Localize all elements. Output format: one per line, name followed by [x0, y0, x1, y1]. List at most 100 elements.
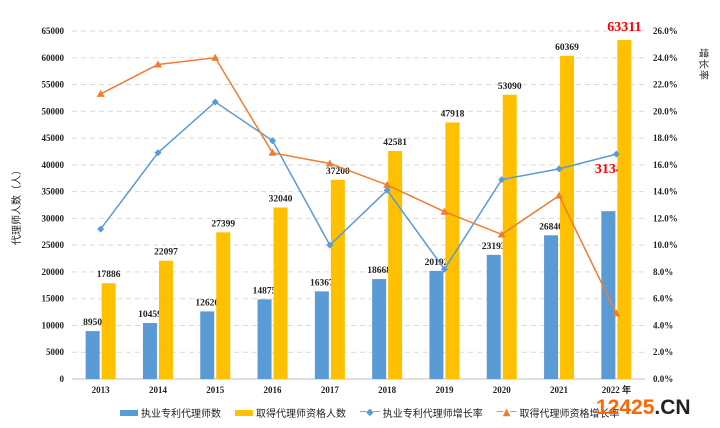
bar-qualified — [445, 122, 460, 379]
point-diamond-marker — [383, 186, 391, 194]
y2-tick-label: 18.0% — [653, 133, 678, 143]
legend-swatch — [235, 409, 253, 416]
y2-tick-label: 24.0% — [653, 53, 678, 63]
y-tick-label: 45000 — [42, 133, 65, 143]
x-tick-label: 2013 — [92, 385, 111, 395]
point-triangle-marker — [383, 180, 392, 188]
line-diamond — [100, 100, 617, 271]
data-label: 22097 — [154, 248, 178, 258]
point-diamond-marker — [326, 241, 334, 249]
y-tick-label: 55000 — [42, 80, 65, 90]
x-tick-label: 2015 — [206, 385, 225, 395]
y2-tick-label: 26.0% — [653, 26, 678, 36]
data-label: 53090 — [498, 82, 522, 92]
point-triangle-marker — [96, 89, 105, 97]
data-label: 20192 — [425, 258, 449, 268]
point-diamond-marker — [612, 150, 620, 158]
bar-practicing — [486, 254, 501, 379]
y2-tick-label: 16.0% — [653, 160, 678, 170]
watermark-suffix: .CN — [654, 396, 691, 419]
bar-practicing — [85, 331, 100, 379]
data-label: 10459 — [138, 310, 162, 320]
point-diamond-marker — [555, 165, 563, 173]
data-label: 23193 — [482, 242, 506, 252]
bar-practicing — [429, 270, 444, 379]
y-tick-label: 10000 — [42, 320, 65, 330]
y2-tick-label: 6.0% — [653, 294, 673, 304]
data-label: 8950 — [83, 318, 102, 328]
y-tick-label: 35000 — [42, 187, 65, 197]
legend-item-practicing-growth: ─◆─ 执业专利代理师增长率 — [360, 405, 483, 420]
x-tick-label: 2018 — [378, 385, 397, 395]
point-triangle-marker — [440, 207, 449, 215]
legend-item-qualified-growth: ─▲─ 取得代理师资格增长率 — [497, 405, 620, 420]
point-diamond-marker — [498, 176, 506, 184]
bar-practicing — [257, 299, 272, 379]
bar-qualified — [388, 151, 403, 379]
point-diamond-marker — [211, 98, 219, 106]
bar-qualified — [216, 232, 231, 379]
y-tick-label: 40000 — [42, 160, 65, 170]
data-label: 60369 — [555, 43, 579, 53]
bar-practicing — [372, 279, 387, 379]
y2-axis-label-char: 长 — [697, 59, 709, 69]
point-triangle-marker — [497, 230, 506, 238]
watermark-logo: 12425.CN — [596, 396, 691, 420]
point-diamond-marker — [154, 149, 162, 157]
x-tick-label: 2019 — [435, 385, 454, 395]
y2-tick-label: 0.0% — [653, 374, 673, 384]
y-tick-label: 50000 — [42, 106, 65, 116]
x-tick-label: 2016 — [264, 385, 283, 395]
y2-tick-label: 20.0% — [653, 106, 678, 116]
line-triangle — [100, 56, 618, 314]
bar-practicing — [544, 235, 559, 379]
bar-practicing — [142, 323, 157, 379]
data-label: 32040 — [269, 194, 293, 204]
data-label: 47918 — [441, 109, 465, 119]
y-tick-label: 30000 — [42, 213, 65, 223]
bar-practicing — [601, 211, 616, 379]
y2-axis-label-char: 率 — [697, 70, 710, 80]
y-tick-label: 15000 — [42, 294, 65, 304]
bar-qualified — [560, 55, 575, 379]
legend-label: 执业专利代理师数 — [141, 409, 221, 420]
y2-tick-label: 22.0% — [653, 80, 678, 90]
y2-tick-label: 10.0% — [653, 240, 678, 250]
y-tick-label: 0 — [60, 374, 65, 384]
y-tick-label: 20000 — [42, 267, 65, 277]
y2-tick-label: 2.0% — [653, 347, 673, 357]
point-triangle-marker — [211, 53, 220, 61]
data-label: 37200 — [326, 167, 350, 177]
data-label: 12626 — [195, 298, 219, 308]
legend-label: 执业专利代理师增长率 — [382, 409, 483, 420]
y-axis-label: 代理师人数（人） — [10, 165, 23, 245]
data-label: 16367 — [310, 278, 334, 288]
legend-swatch — [120, 409, 138, 416]
data-label: 17886 — [97, 270, 121, 280]
legend-diamond-marker-icon: ─◆─ — [360, 407, 380, 418]
data-label: 26840 — [539, 222, 563, 232]
legend-item-practicing-agents: 执业专利代理师数 — [120, 405, 221, 420]
legend-label: 取得代理师资格增长率 — [519, 409, 620, 420]
y2-tick-label: 14.0% — [653, 187, 678, 197]
x-tick-label: 2017 — [321, 385, 340, 395]
bar-qualified — [502, 94, 517, 379]
bar-qualified — [101, 283, 116, 379]
data-label: 27399 — [211, 219, 235, 229]
bar-qualified — [330, 179, 345, 379]
point-triangle-marker — [555, 191, 564, 199]
y2-axis-label-char: 增 — [697, 48, 710, 58]
bar-qualified — [158, 260, 173, 379]
legend: 执业专利代理师数 取得代理师资格人数 ─◆─ 执业专利代理师增长率 ─▲─ 取得代理… — [120, 405, 619, 420]
x-tick-label: 2014 — [149, 385, 168, 395]
x-tick-label: 2022 年 — [602, 384, 631, 395]
data-label: 18668 — [367, 266, 391, 276]
bar-practicing — [200, 311, 215, 379]
legend-item-qualified: 取得代理师资格人数 — [235, 405, 346, 420]
point-triangle-marker — [268, 148, 277, 156]
y-tick-label: 60000 — [42, 53, 65, 63]
bar-practicing — [314, 291, 329, 379]
y2-tick-label: 4.0% — [653, 320, 673, 330]
point-diamond-marker — [440, 265, 448, 273]
